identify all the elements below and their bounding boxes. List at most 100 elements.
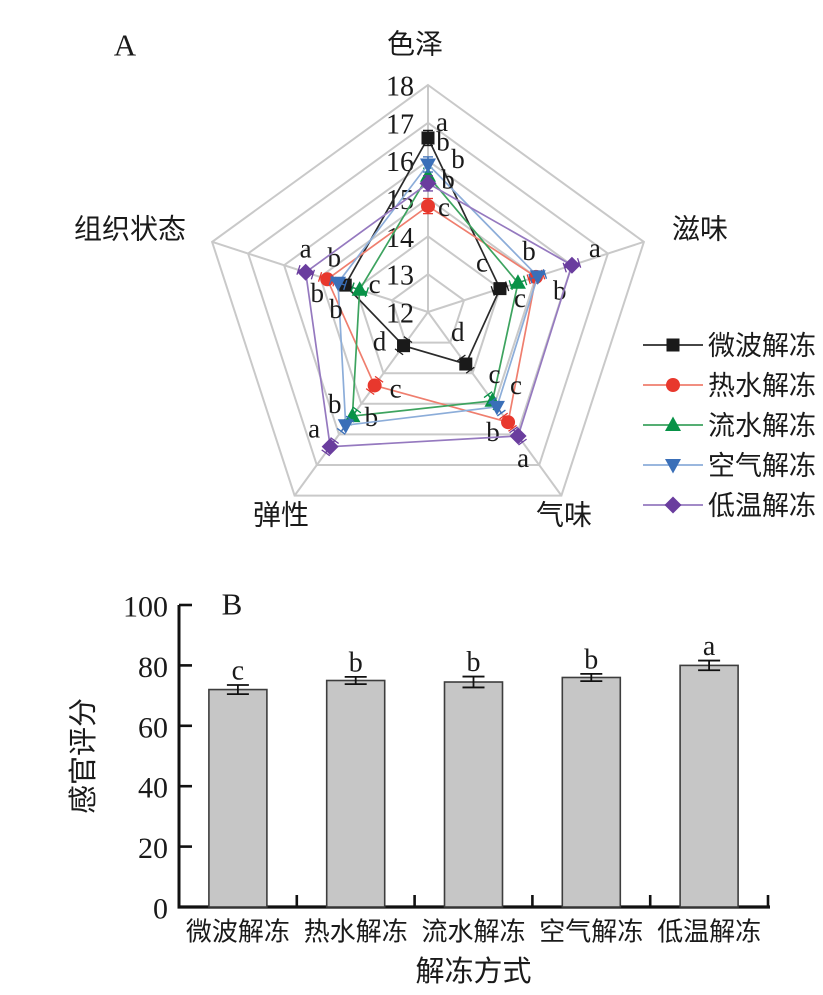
radar-axis-label: 弹性: [253, 500, 309, 532]
x-category-label: 低温解冻: [657, 918, 761, 947]
triangle-up-marker: [509, 274, 526, 289]
square-marker: [421, 131, 435, 145]
radar-axis-label: 组织状态: [74, 214, 186, 246]
triangle-down-marker: [529, 270, 546, 285]
significance-letter: b: [441, 164, 455, 194]
y-tick-label: 80: [138, 651, 168, 684]
significance-letter: a: [589, 233, 601, 263]
y-axis-title: 感官评分: [67, 698, 100, 814]
radar-series-line: [351, 174, 519, 418]
radar-grid-ring: [390, 272, 466, 344]
diamond-marker: [297, 263, 315, 281]
significance-letter: a: [703, 631, 716, 662]
error-bar-cap: [526, 274, 531, 285]
error-bar-cap: [343, 280, 348, 291]
square-marker: [459, 357, 473, 371]
legend-diamond-marker: [664, 496, 682, 514]
error-bar-cap: [345, 415, 355, 423]
legend-square-marker: [666, 338, 680, 352]
significance-letter: c: [510, 370, 522, 400]
significance-letter: b: [328, 389, 342, 419]
y-tick-label: 20: [138, 832, 168, 865]
y-tick-label: 100: [123, 591, 168, 624]
legend-circle-marker: [666, 378, 680, 392]
legend-triangle-up-marker: [665, 416, 681, 431]
panel-b-label: B: [222, 587, 243, 622]
radar-chart-panel-a: 12131415161718色泽滋味气味弹性组织状态Aacddbcbbcbbcc…: [74, 28, 816, 532]
diamond-marker: [419, 174, 437, 192]
bar: [443, 681, 504, 908]
legend-label: 低温解冻: [708, 491, 816, 521]
bar: [325, 679, 386, 908]
significance-letter: a: [436, 107, 448, 137]
significance-letter: b: [553, 275, 567, 305]
radial-tick-label: 13: [386, 261, 414, 292]
triangle-down-marker: [330, 276, 347, 292]
error-bar-cap: [499, 412, 509, 420]
significance-letter: d: [373, 327, 387, 357]
significance-letter: b: [467, 647, 481, 678]
triangle-down-marker: [488, 400, 505, 416]
legend-item-1: 热水解冻: [643, 371, 816, 401]
significance-letter: b: [451, 144, 465, 174]
error-bar-cap: [330, 437, 340, 445]
legend-item-4: 低温解冻: [643, 491, 816, 521]
diamond-marker: [321, 438, 339, 456]
legend-label: 热水解冻: [708, 371, 816, 401]
radar-axis-label: 气味: [536, 500, 592, 532]
significance-letter: a: [308, 414, 320, 444]
error-bar-cap: [336, 427, 346, 435]
significance-letter: b: [584, 644, 598, 675]
significance-letter: a: [517, 443, 529, 473]
square-marker: [493, 282, 507, 296]
error-bar-cap: [562, 262, 567, 273]
radar-axis-label: 色泽: [387, 29, 443, 61]
diamond-marker: [563, 256, 581, 274]
error-bar-cap: [350, 282, 355, 293]
triangle-down-marker: [420, 158, 436, 173]
error-bar-cap: [518, 438, 527, 446]
error-bar-cap: [321, 449, 331, 457]
bar: [208, 688, 268, 908]
significance-letter: c: [514, 283, 526, 313]
radial-tick-label: 16: [386, 147, 414, 178]
error-bar-cap: [310, 269, 316, 280]
radial-tick-label: 17: [386, 109, 414, 140]
error-bar-cap: [522, 275, 528, 286]
square-marker: [397, 339, 411, 353]
legend-item-0: 微波解冻: [643, 331, 816, 361]
x-category-label: 空气解冻: [539, 918, 643, 947]
error-bar-cap: [576, 257, 582, 268]
significance-letter: d: [451, 317, 465, 347]
error-bar-cap: [374, 375, 384, 383]
radar-grid-ring: [282, 159, 574, 436]
radar-series-line: [337, 163, 539, 427]
significance-letter: b: [329, 294, 343, 324]
legend-item-3: 空气解冻: [643, 451, 816, 481]
significance-letter: b: [328, 242, 342, 272]
x-category-label: 流水解冻: [421, 918, 525, 947]
significance-letter: b: [365, 402, 379, 432]
radar-grid: [210, 83, 646, 497]
radial-tick-label: 12: [386, 299, 414, 330]
diamond-marker: [509, 427, 527, 445]
error-bar-cap: [317, 271, 323, 282]
significance-letter: b: [349, 647, 363, 678]
significance-letter: c: [369, 269, 381, 299]
bar-chart-panel-b: 0 20 40 60 80 100 c 微波解冻 b 热水解冻 b 流水解冻 b 空气解冻 a 低温解冻解冻方…: [67, 587, 770, 988]
radial-tick-label: 18: [386, 72, 414, 103]
y-tick-label: 60: [138, 711, 168, 744]
significance-letter: c: [232, 656, 244, 687]
triangle-up-marker: [420, 167, 436, 182]
radar-grid-ring: [318, 197, 538, 405]
significance-letter: b: [486, 417, 500, 447]
triangle-down-marker: [337, 419, 354, 434]
error-bar-cap: [508, 424, 517, 432]
error-bar-cap: [528, 273, 533, 284]
legend-triangle-down-marker: [665, 459, 681, 474]
radar-grid-ring: [354, 235, 502, 375]
error-bar-cap: [509, 426, 519, 434]
